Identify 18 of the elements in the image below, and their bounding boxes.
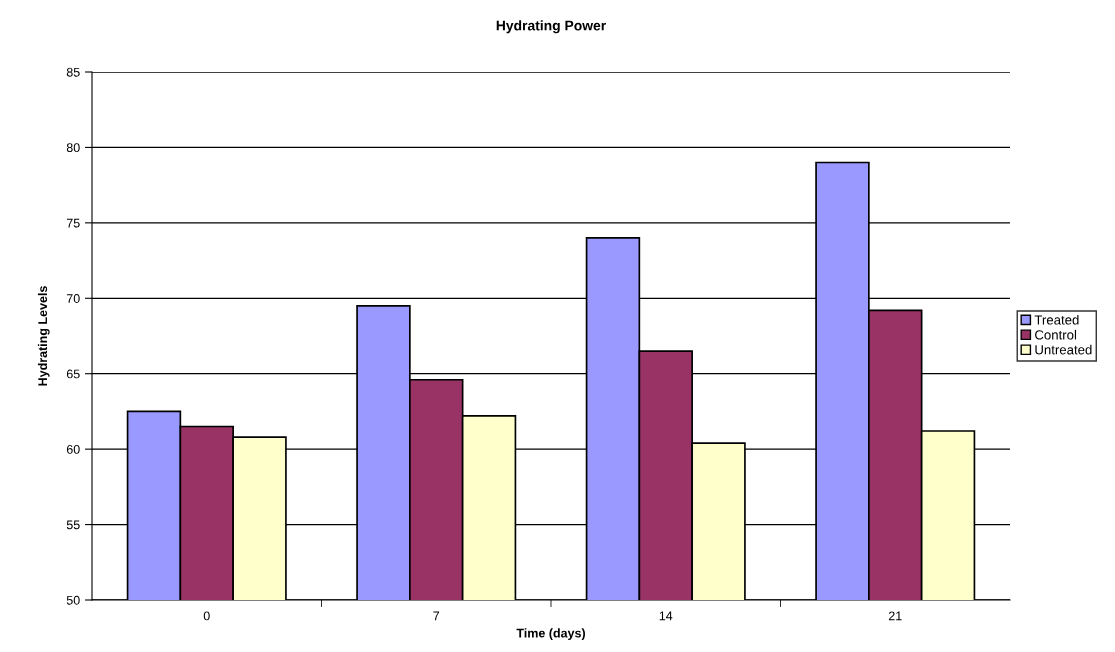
y-tick-label: 60 <box>66 444 80 454</box>
x-tick-label: 14 <box>659 611 673 621</box>
y-tick-label: 65 <box>66 369 80 379</box>
legend-label: Untreated <box>1035 344 1092 355</box>
legend-label: Control <box>1035 329 1077 340</box>
x-tick-label: 21 <box>888 611 902 621</box>
x-axis-title: Time (days) <box>516 628 585 640</box>
y-axis-title: Hydrating Levels <box>37 286 50 386</box>
x-tick-label: 0 <box>203 611 210 621</box>
y-tick-label: 75 <box>66 218 80 228</box>
x-tick-label: 7 <box>433 611 440 621</box>
y-tick-label: 70 <box>66 294 80 303</box>
y-tick-label: 80 <box>66 143 80 153</box>
chart-title: Hydrating Power <box>496 20 606 34</box>
y-tick-label: 85 <box>66 67 80 77</box>
legend-label: Treated <box>1034 314 1079 325</box>
y-tick-label: 55 <box>66 520 80 530</box>
y-tick-label: 50 <box>66 595 80 605</box>
